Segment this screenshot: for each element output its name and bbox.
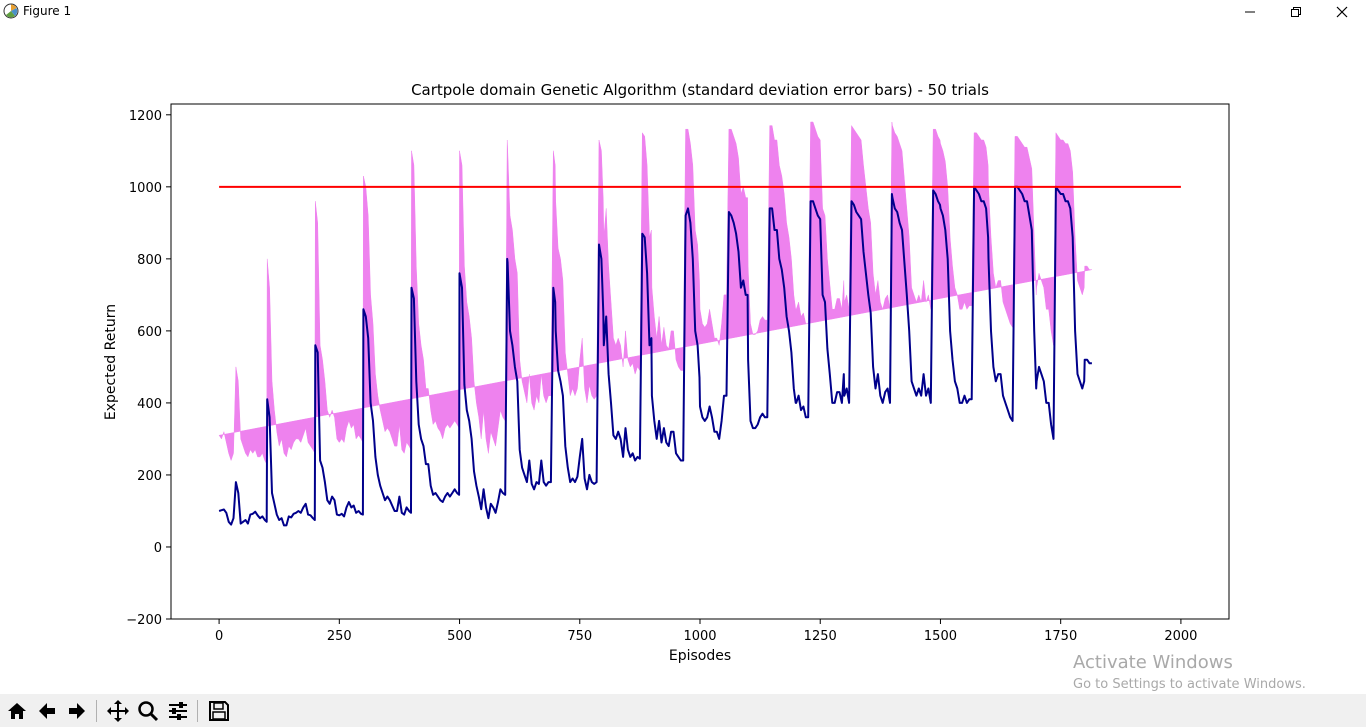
x-tick-label: 1000	[683, 629, 716, 644]
x-tick-label: 1250	[804, 629, 837, 644]
x-tick-label: 1750	[1044, 629, 1077, 644]
forward-arrow-icon	[68, 702, 85, 719]
x-tick-label: 250	[327, 629, 352, 644]
y-tick-label: 200	[137, 469, 162, 484]
y-tick-label: −200	[126, 613, 162, 628]
x-tick-label: 1500	[924, 629, 957, 644]
chart-svg: Cartpole domain Genetic Algorithm (stand…	[103, 81, 1230, 664]
save-icon	[208, 700, 229, 721]
toolbar-separator	[197, 700, 198, 722]
close-button[interactable]	[1319, 0, 1365, 24]
matplotlib-app-icon	[3, 3, 19, 19]
pan-icon	[106, 699, 129, 722]
configure-subplots-button[interactable]	[164, 697, 191, 724]
std-band-layer	[218, 121, 1092, 465]
y-tick-label: 1000	[129, 181, 162, 196]
close-icon	[1336, 6, 1348, 18]
toolbar-separator	[96, 700, 97, 722]
x-tick-label: 750	[567, 629, 592, 644]
back-arrow-icon	[38, 702, 55, 719]
configure-subplots-icon	[168, 701, 187, 720]
x-tick-label: 500	[447, 629, 472, 644]
activate-windows-subtext: Go to Settings to activate Windows.	[1073, 677, 1306, 692]
x-axis-label: Episodes	[669, 648, 731, 664]
minimize-icon	[1245, 11, 1255, 13]
std-error-band	[218, 121, 1092, 465]
y-tick-label: 800	[137, 253, 162, 268]
zoom-button[interactable]	[134, 697, 161, 724]
home-icon	[7, 702, 26, 719]
back-button[interactable]	[33, 697, 60, 724]
x-tick-label: 0	[215, 629, 223, 644]
y-tick-label: 0	[154, 541, 162, 556]
y-tick-label: 1200	[129, 109, 162, 124]
zoom-icon	[137, 700, 158, 721]
forward-button[interactable]	[63, 697, 90, 724]
window-title: Figure 1	[23, 4, 72, 18]
home-button[interactable]	[3, 697, 30, 724]
y-tick-label: 600	[137, 325, 162, 340]
y-axis-label: Expected Return	[103, 304, 119, 420]
restore-icon	[1291, 7, 1301, 17]
restore-button[interactable]	[1273, 0, 1319, 24]
y-tick-label: 400	[137, 397, 162, 412]
x-tick-label: 2000	[1164, 629, 1197, 644]
figure-canvas: Cartpole domain Genetic Algorithm (stand…	[0, 24, 1366, 694]
mean-line-layer	[218, 185, 1092, 527]
window-titlebar: Figure 1	[0, 0, 1366, 24]
x-axis-ticks: 0 250 500 750 1000 1250 1500 1750 2000	[215, 619, 1197, 644]
activate-windows-heading: Activate Windows	[1073, 652, 1233, 673]
minimize-button[interactable]	[1227, 0, 1273, 24]
navigation-toolbar	[0, 694, 1366, 727]
y-axis-ticks: −200 0 200 400 600 800 1000 1200	[126, 109, 171, 628]
pan-button[interactable]	[104, 697, 131, 724]
mean-return-line	[218, 185, 1092, 527]
chart-title: Cartpole domain Genetic Algorithm (stand…	[411, 81, 989, 99]
save-button[interactable]	[205, 697, 232, 724]
